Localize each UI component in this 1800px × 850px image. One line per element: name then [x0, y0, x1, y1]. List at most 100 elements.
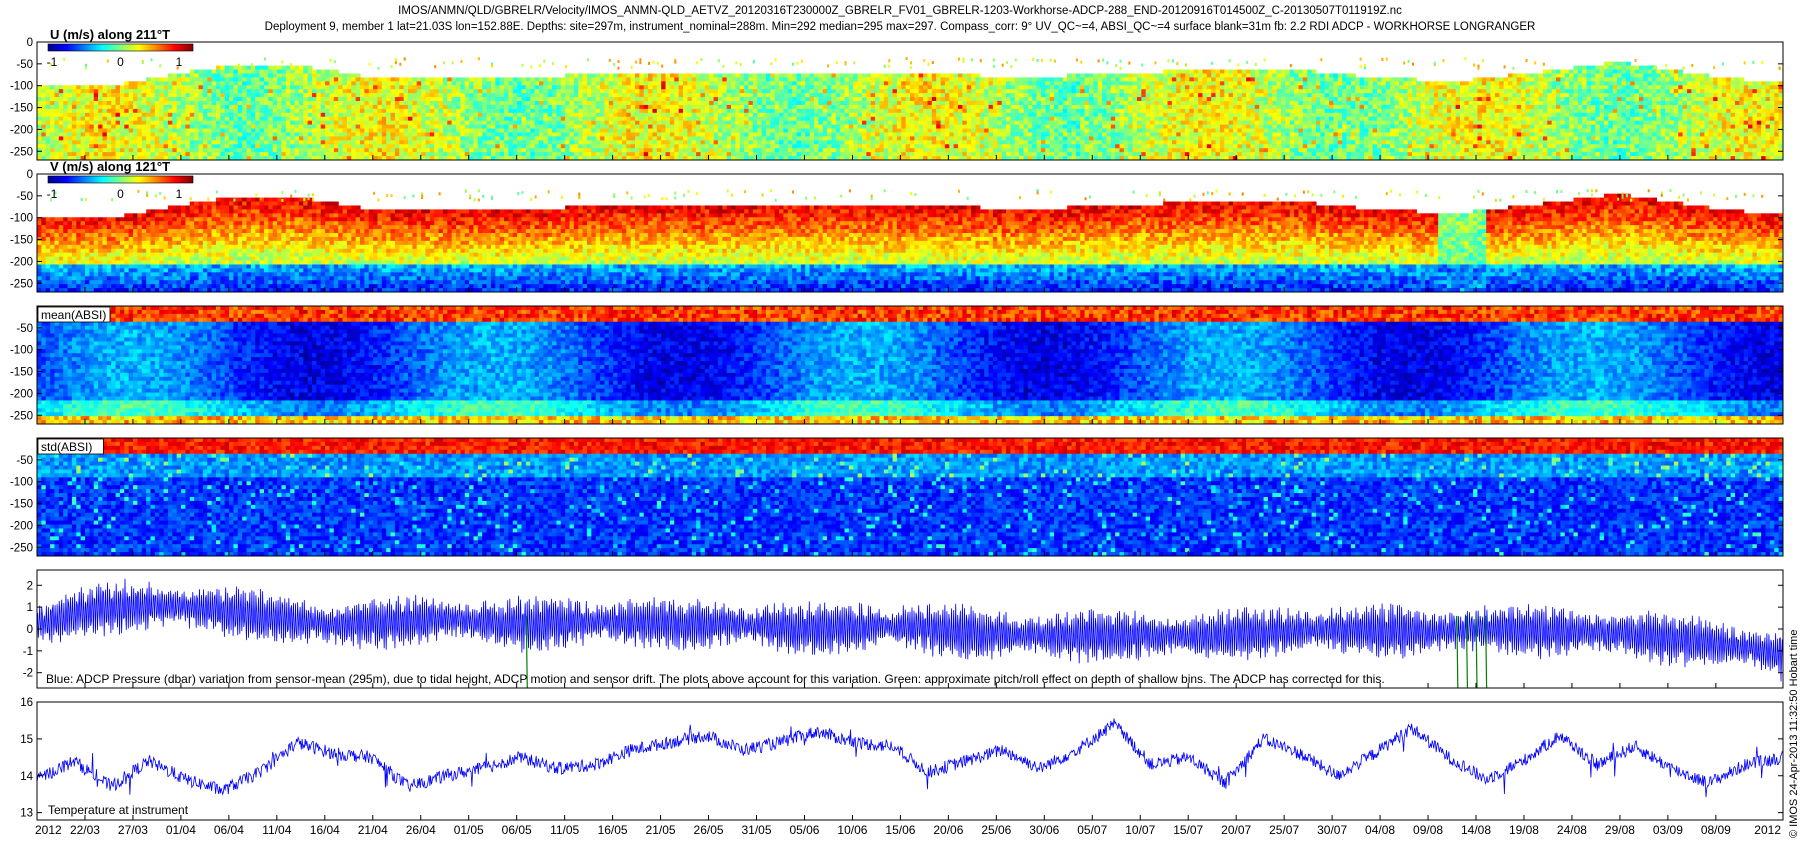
heatmap-cell	[106, 85, 112, 90]
heatmap-cell	[194, 101, 200, 106]
heatmap-cell	[713, 108, 719, 114]
heatmap-cell	[360, 148, 365, 153]
heatmap-cell	[268, 128, 274, 134]
heatmap-cell	[207, 128, 213, 134]
heatmap-cell	[298, 148, 304, 153]
heatmap-cell	[744, 144, 750, 149]
heatmap-cell	[71, 156, 77, 160]
heatmap-cell	[796, 101, 802, 106]
heatmap-cell	[866, 73, 872, 78]
heatmap-cell	[940, 101, 946, 106]
heatmap-cell	[133, 144, 138, 149]
heatmap-cell	[351, 112, 357, 118]
heatmap-cell	[896, 97, 902, 102]
heatmap-cell	[827, 104, 833, 110]
heatmap-cell	[281, 81, 287, 86]
heatmap-cell	[194, 120, 200, 126]
heatmap-cell	[853, 156, 859, 160]
heatmap-cell	[360, 140, 365, 145]
heatmap-cell	[477, 128, 483, 134]
heatmap-cell	[368, 89, 374, 94]
heatmap-cell	[923, 140, 929, 145]
heatmap-cell	[416, 112, 422, 118]
heatmap-cell	[726, 81, 732, 86]
heatmap-cell	[958, 144, 963, 149]
heatmap-cell	[438, 104, 444, 110]
heatmap-cell	[224, 120, 230, 126]
heatmap-cell	[726, 116, 732, 122]
heatmap-cell	[320, 120, 326, 126]
heatmap-cell	[351, 124, 357, 130]
heatmap-cell	[1027, 89, 1033, 94]
heatmap-cell	[54, 140, 60, 145]
heatmap-cell	[211, 77, 217, 82]
heatmap-cell	[89, 124, 95, 130]
heatmap-cell	[770, 132, 776, 137]
heatmap-cell	[45, 101, 51, 106]
heatmap-cell	[242, 144, 248, 149]
heatmap-cell	[146, 112, 152, 118]
heatmap-cell	[792, 116, 798, 122]
heatmap-cell	[486, 128, 492, 134]
heatmap-cell	[456, 89, 461, 94]
heatmap-cell	[569, 120, 575, 126]
heatmap-cell	[115, 89, 121, 94]
heatmap-cell	[831, 152, 837, 157]
heatmap-cell	[661, 81, 667, 86]
heatmap-cell	[866, 136, 872, 141]
heatmap-cell	[490, 144, 496, 149]
heatmap-cell	[613, 112, 619, 118]
heatmap-cell	[901, 112, 907, 118]
heatmap-cell	[259, 93, 265, 98]
heatmap-cell	[50, 128, 56, 134]
heatmap-cell	[517, 93, 523, 98]
heatmap-cell	[783, 93, 789, 98]
heatmap-cell	[333, 77, 339, 82]
heatmap-cell	[765, 156, 771, 160]
heatmap-cell	[648, 124, 654, 130]
heatmap-cell	[102, 156, 108, 160]
heatmap-cell	[525, 93, 531, 98]
heatmap-cell	[800, 156, 806, 160]
heatmap-cell	[988, 93, 994, 98]
heatmap-cell	[338, 136, 344, 141]
heatmap-cell	[124, 85, 130, 90]
heatmap-cell	[246, 116, 252, 122]
heatmap-cell	[669, 73, 675, 78]
heatmap-cell	[687, 93, 693, 98]
heatmap-cell	[307, 69, 313, 75]
heatmap-cell	[796, 120, 802, 126]
heatmap-cell	[137, 120, 143, 126]
heatmap-cell	[678, 97, 684, 102]
heatmap-cell	[748, 132, 754, 137]
heatmap-cell	[888, 81, 894, 86]
heatmap-cell	[630, 101, 636, 106]
heatmap-cell	[211, 69, 217, 75]
heatmap-cell	[124, 144, 130, 149]
heatmap-cell	[582, 152, 588, 157]
heatmap-cell	[416, 144, 422, 149]
heatmap-cell	[709, 73, 715, 78]
heatmap-cell	[67, 156, 73, 160]
heatmap-cell	[93, 144, 99, 149]
heatmap-cell	[962, 136, 968, 141]
heatmap-cell	[992, 81, 998, 86]
heatmap-cell	[141, 85, 147, 90]
heatmap-cell	[416, 124, 422, 130]
heatmap-cell	[813, 97, 819, 102]
heatmap-cell	[953, 136, 959, 141]
heatmap-cell	[831, 156, 837, 160]
heatmap-cell	[464, 156, 470, 160]
heatmap-cell	[813, 136, 819, 141]
heatmap-cell	[648, 148, 654, 153]
heatmap-cell	[962, 93, 968, 98]
heatmap-cell	[1032, 97, 1038, 102]
heatmap-cell	[805, 93, 811, 98]
heatmap-cell	[85, 152, 90, 157]
heatmap-cell	[569, 148, 575, 153]
heatmap-cell	[678, 73, 684, 78]
heatmap-cell	[338, 156, 344, 160]
heatmap-cell	[381, 128, 387, 134]
heatmap-cell	[67, 132, 73, 137]
heatmap-cell	[442, 89, 448, 94]
